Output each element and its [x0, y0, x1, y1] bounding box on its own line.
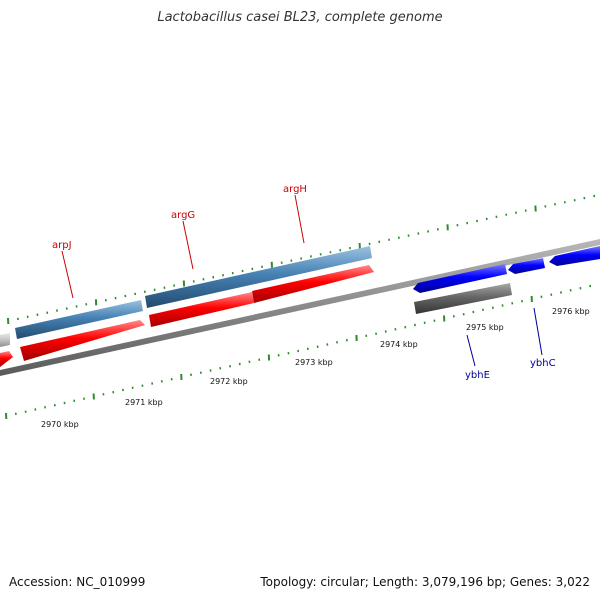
gene-label-argG[interactable]: argG	[171, 210, 195, 221]
gene-feature-blue	[549, 246, 600, 266]
scale-label: 2975 kbp	[466, 323, 504, 332]
scale-label: 2974 kbp	[380, 340, 418, 349]
outer-tick-marks	[7, 194, 596, 325]
genome-backbone	[0, 239, 600, 376]
scale-label: 2971 kbp	[125, 398, 163, 407]
gene-feature-blue	[508, 258, 545, 274]
scale-labels: 2970 kbp 2971 kbp 2972 kbp 2973 kbp 2974…	[41, 307, 590, 429]
gene-label-argH[interactable]: argH	[283, 184, 307, 195]
leader-ybhE	[466, 334, 476, 367]
gene-feature-red	[149, 292, 254, 327]
forward-features	[0, 246, 600, 347]
gene-feature-red	[252, 265, 374, 303]
leader-arpJ	[61, 250, 74, 299]
inner-tick-marks	[5, 284, 592, 420]
gene-label-ybhC[interactable]: ybhC	[530, 358, 556, 369]
gene-label-arpJ[interactable]: arpJ	[52, 240, 72, 251]
genome-summary: Topology: circular; Length: 3,079,196 bp…	[260, 575, 590, 589]
leader-ybhC	[533, 307, 543, 356]
gene-feature-steelblue	[15, 300, 143, 339]
leader-argG	[182, 220, 194, 270]
map-title: Lactobacillus casei BL23, complete genom…	[157, 10, 443, 25]
gene-feature-blue	[413, 264, 507, 293]
gene-label-ybhE[interactable]: ybhE	[465, 370, 490, 381]
gene-feature-steelblue	[145, 246, 372, 308]
scale-label: 2973 kbp	[295, 358, 333, 367]
gene-leader-lines	[61, 194, 543, 367]
gene-labels: arpJ argG argH ybhE ybhC	[52, 184, 556, 381]
accession-label: Accession: NC_010999	[9, 575, 146, 589]
gene-feature-grey	[414, 283, 512, 314]
gene-feature-light	[0, 333, 10, 347]
reverse-features	[0, 265, 512, 367]
gene-feature-red	[20, 320, 145, 361]
scale-label: 2972 kbp	[210, 377, 248, 386]
scale-label: 2970 kbp	[41, 420, 79, 429]
gene-feature-red	[0, 351, 13, 367]
scale-label: 2976 kbp	[552, 307, 590, 316]
leader-argH	[294, 194, 305, 244]
